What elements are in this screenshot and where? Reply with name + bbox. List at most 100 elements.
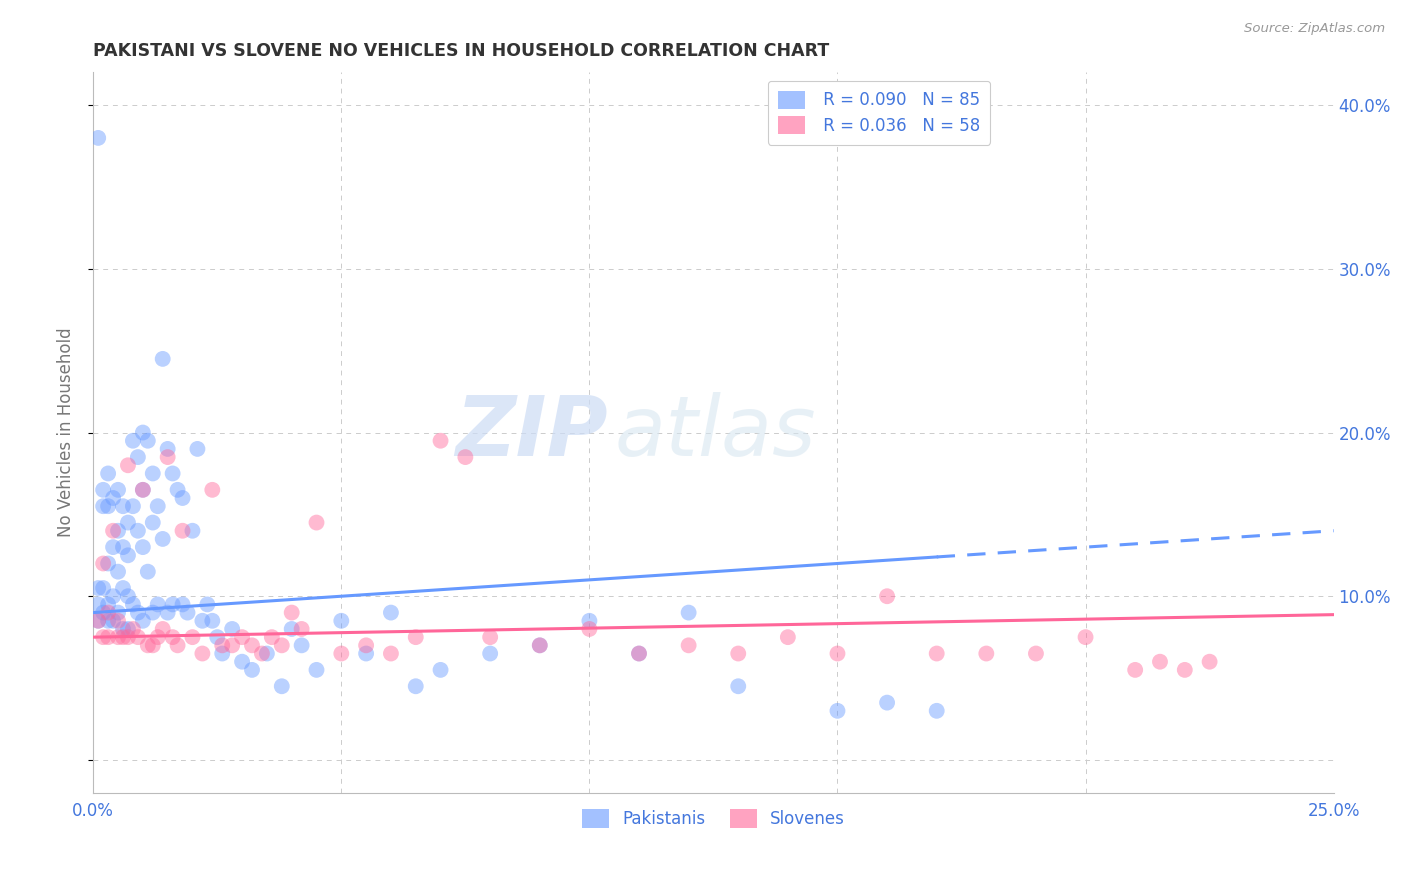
Point: [976, 647, 998, 661]
Point: [127, 630, 149, 644]
Point: [117, 622, 139, 636]
Point: [172, 524, 194, 538]
Point: [101, 540, 124, 554]
Point: [166, 483, 188, 497]
Point: [97, 630, 120, 644]
Point: [678, 606, 700, 620]
Point: [186, 442, 208, 456]
Point: [221, 622, 243, 636]
Text: ZIP: ZIP: [456, 392, 607, 473]
Point: [136, 434, 159, 448]
Point: [146, 499, 169, 513]
Point: [107, 630, 129, 644]
Point: [240, 638, 263, 652]
Point: [132, 425, 155, 440]
Text: Source: ZipAtlas.com: Source: ZipAtlas.com: [1244, 22, 1385, 36]
Point: [107, 483, 129, 497]
Point: [1198, 655, 1220, 669]
Point: [211, 638, 233, 652]
Point: [181, 524, 204, 538]
Point: [172, 598, 194, 612]
Point: [260, 630, 283, 644]
Point: [97, 614, 120, 628]
Point: [479, 647, 502, 661]
Text: atlas: atlas: [614, 392, 815, 473]
Point: [429, 663, 451, 677]
Point: [107, 614, 129, 628]
Point: [117, 589, 139, 603]
Point: [256, 647, 278, 661]
Point: [354, 638, 377, 652]
Point: [117, 516, 139, 530]
Point: [111, 540, 134, 554]
Point: [172, 491, 194, 505]
Point: [270, 679, 292, 693]
Point: [231, 655, 253, 669]
Point: [1149, 655, 1171, 669]
Point: [925, 704, 948, 718]
Point: [678, 638, 700, 652]
Point: [827, 647, 849, 661]
Point: [291, 622, 314, 636]
Point: [136, 638, 159, 652]
Point: [529, 638, 551, 652]
Point: [876, 589, 898, 603]
Point: [191, 614, 214, 628]
Point: [101, 589, 124, 603]
Point: [166, 638, 188, 652]
Point: [1123, 663, 1146, 677]
Point: [627, 647, 650, 661]
Point: [195, 598, 218, 612]
Point: [142, 467, 165, 481]
Point: [1074, 630, 1097, 644]
Point: [270, 638, 292, 652]
Point: [117, 630, 139, 644]
Point: [97, 598, 120, 612]
Point: [87, 131, 110, 145]
Point: [876, 696, 898, 710]
Point: [87, 598, 110, 612]
Point: [101, 614, 124, 628]
Point: [330, 614, 353, 628]
Point: [429, 434, 451, 448]
Point: [152, 351, 174, 366]
Point: [1025, 647, 1047, 661]
Point: [146, 598, 169, 612]
Point: [280, 622, 302, 636]
Point: [221, 638, 243, 652]
Point: [727, 679, 749, 693]
Point: [152, 532, 174, 546]
Point: [156, 606, 179, 620]
Point: [127, 524, 149, 538]
Point: [176, 606, 198, 620]
Point: [91, 581, 114, 595]
Point: [240, 663, 263, 677]
Point: [101, 491, 124, 505]
Point: [827, 704, 849, 718]
Point: [122, 598, 145, 612]
Point: [405, 679, 427, 693]
Point: [91, 483, 114, 497]
Point: [107, 524, 129, 538]
Point: [122, 434, 145, 448]
Point: [627, 647, 650, 661]
Point: [354, 647, 377, 661]
Point: [97, 557, 120, 571]
Point: [111, 630, 134, 644]
Point: [91, 606, 114, 620]
Point: [111, 499, 134, 513]
Point: [201, 614, 224, 628]
Point: [107, 606, 129, 620]
Point: [181, 630, 204, 644]
Point: [87, 614, 110, 628]
Point: [479, 630, 502, 644]
Y-axis label: No Vehicles in Household: No Vehicles in Household: [58, 327, 75, 537]
Point: [132, 540, 155, 554]
Point: [91, 499, 114, 513]
Point: [117, 549, 139, 563]
Point: [191, 647, 214, 661]
Point: [132, 614, 155, 628]
Point: [97, 467, 120, 481]
Point: [380, 606, 402, 620]
Point: [291, 638, 314, 652]
